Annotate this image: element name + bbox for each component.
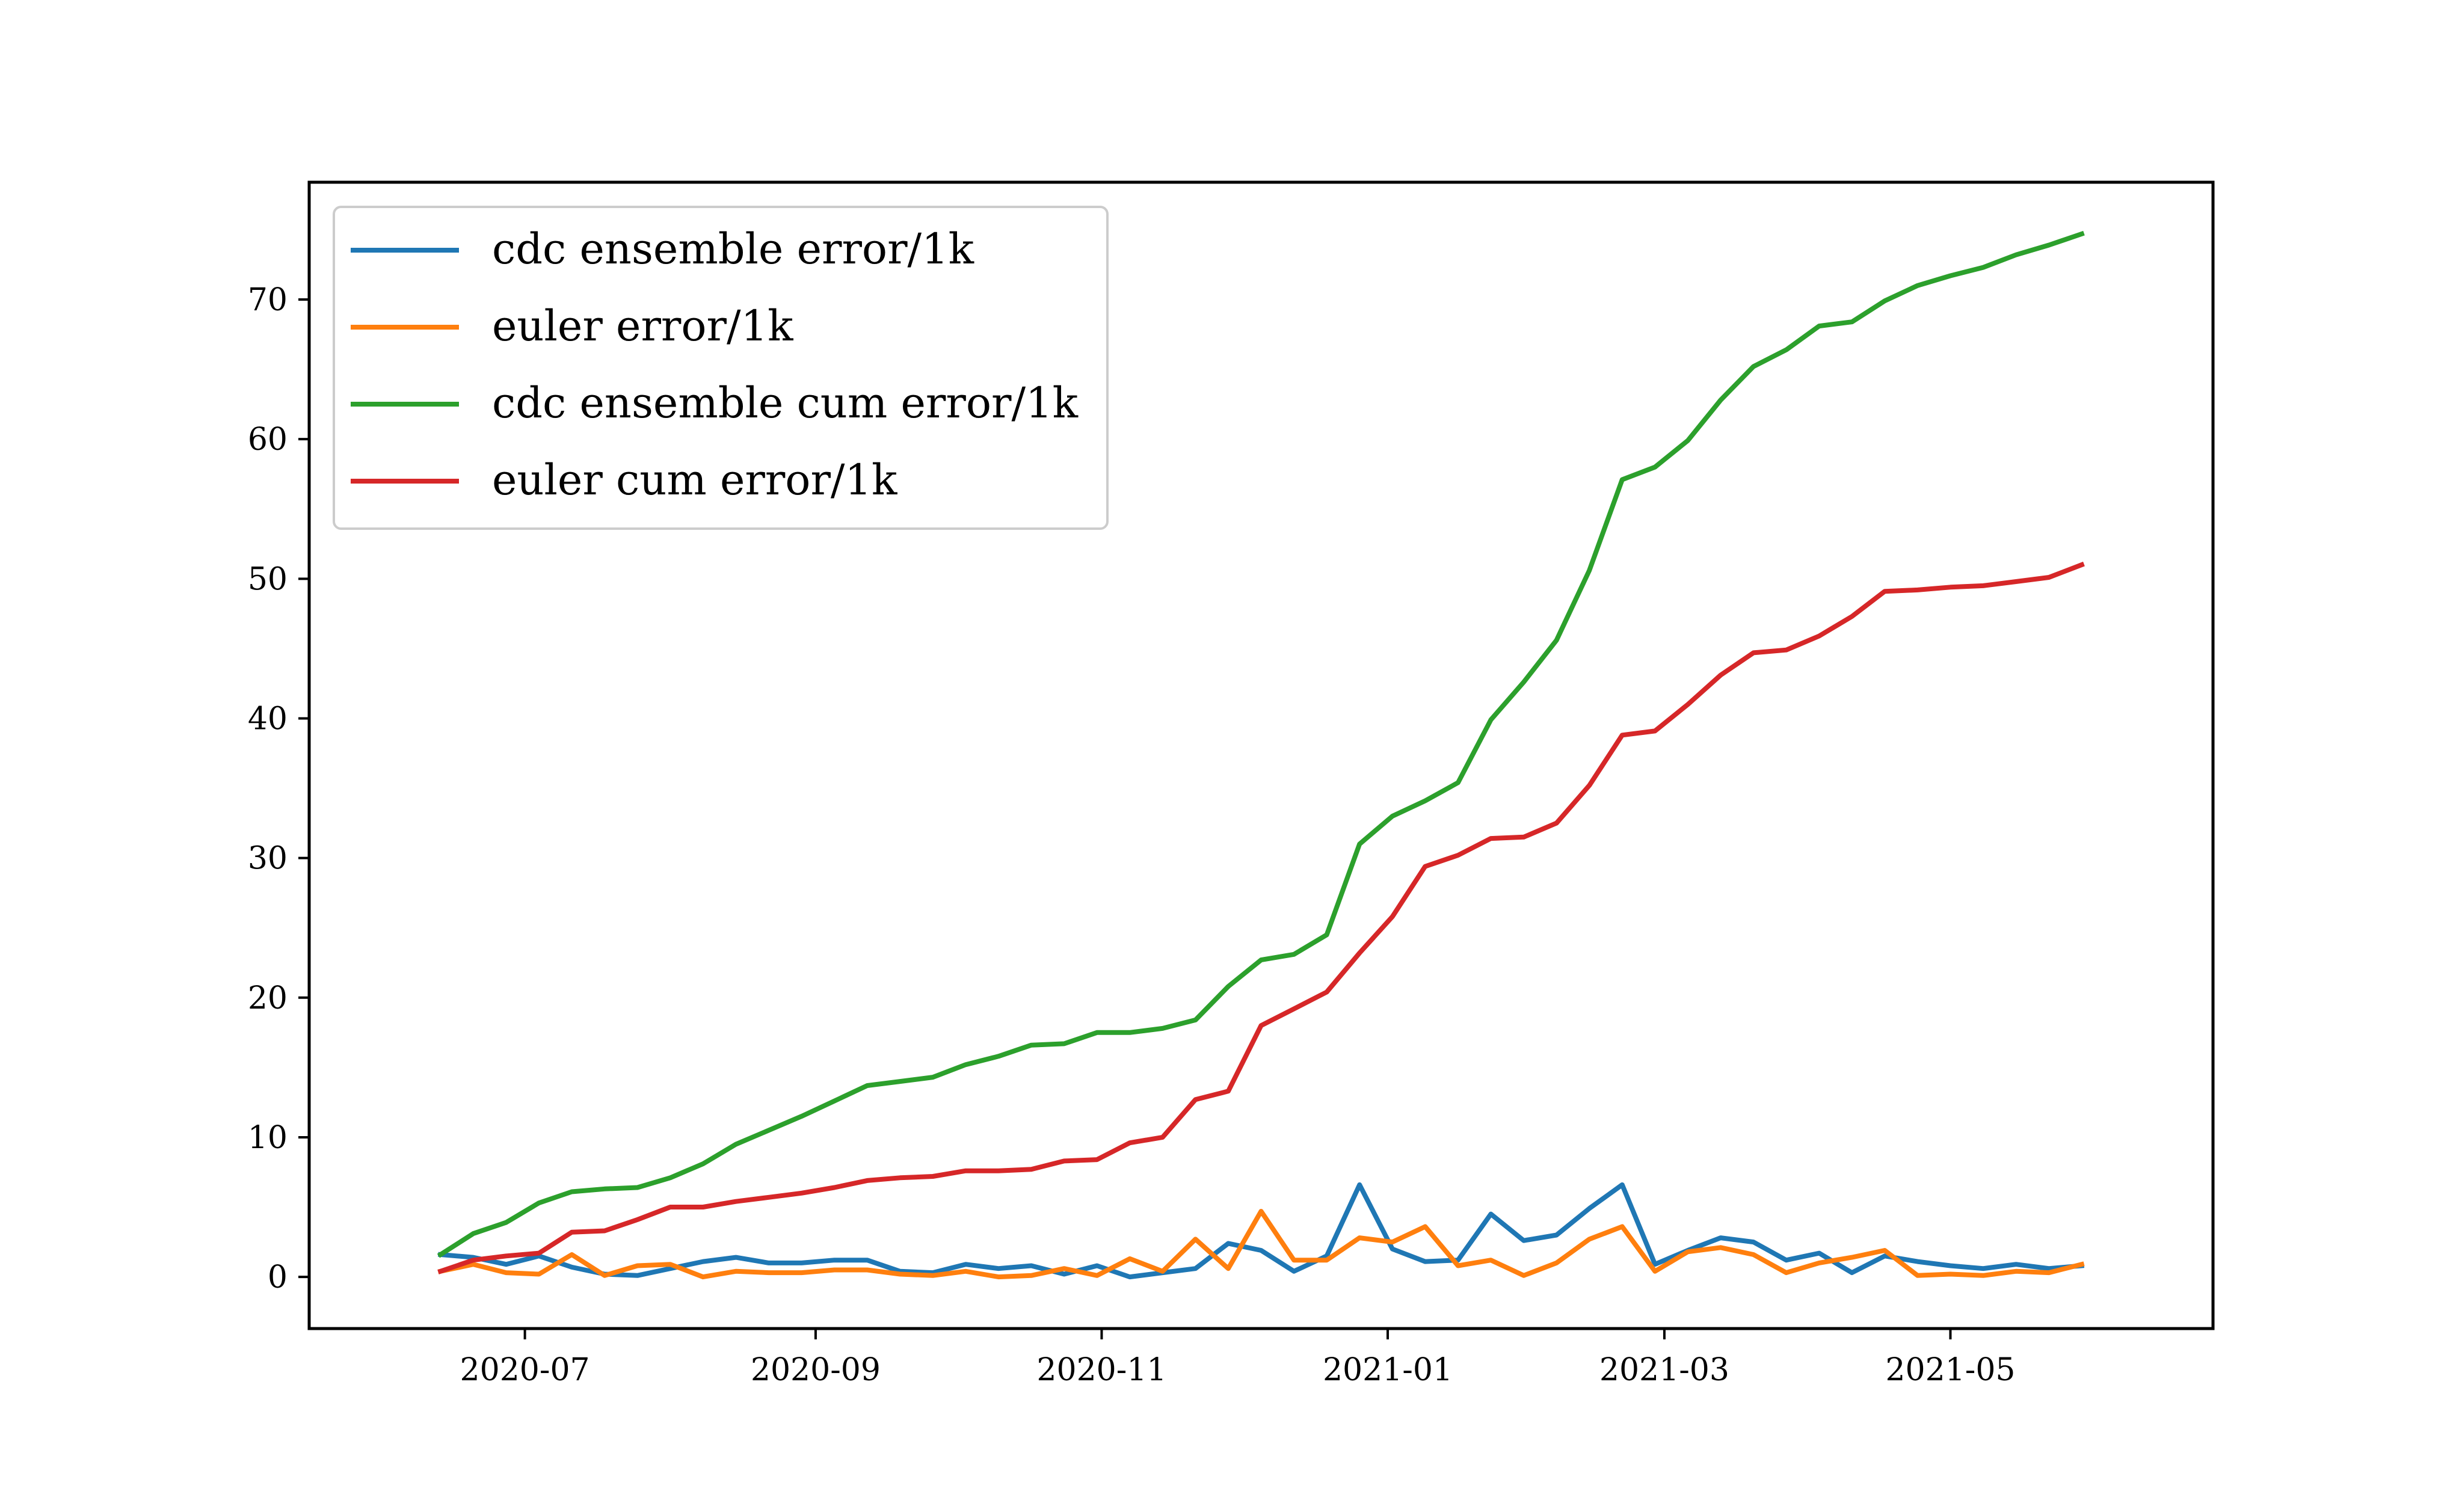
legend-label: euler cum error/1k [492, 455, 897, 505]
legend-label: cdc ensemble cum error/1k [492, 378, 1079, 428]
x-tick-label: 2021-01 [1323, 1352, 1453, 1388]
legend: cdc ensemble error/1k euler error/1k cdc e… [333, 206, 1109, 530]
legend-label: cdc ensemble error/1k [492, 224, 974, 274]
x-tick-label: 2021-03 [1599, 1352, 1729, 1388]
legend-label: euler error/1k [492, 301, 793, 351]
y-tick-label: 50 [248, 561, 288, 597]
y-axis: 0 10 20 30 40 50 60 70 [248, 282, 309, 1295]
y-tick-label: 0 [268, 1259, 288, 1295]
series-line-2 [437, 1209, 2085, 1280]
x-tick-label: 2021-05 [1885, 1352, 2015, 1388]
y-tick-label: 10 [248, 1120, 288, 1156]
series-line-4 [437, 561, 2085, 1274]
x-tick-label: 2020-11 [1036, 1352, 1166, 1388]
y-tick-label: 30 [248, 841, 288, 877]
y-tick-label: 20 [248, 980, 288, 1016]
y-tick-label: 60 [248, 422, 288, 458]
legend-box [333, 206, 1109, 530]
series-line-1 [437, 1182, 2085, 1280]
series-layer [437, 230, 2085, 1280]
x-axis: 2020-07 2020-09 2020-11 2021-01 2021-03 2021-… [460, 1329, 2015, 1388]
x-tick-label: 2020-07 [460, 1352, 590, 1388]
y-tick-label: 40 [248, 701, 288, 737]
y-tick-label: 70 [248, 282, 288, 318]
series-line-3 [437, 230, 2085, 1258]
plot-frame [307, 180, 2215, 1330]
x-tick-label: 2020-09 [751, 1352, 881, 1388]
